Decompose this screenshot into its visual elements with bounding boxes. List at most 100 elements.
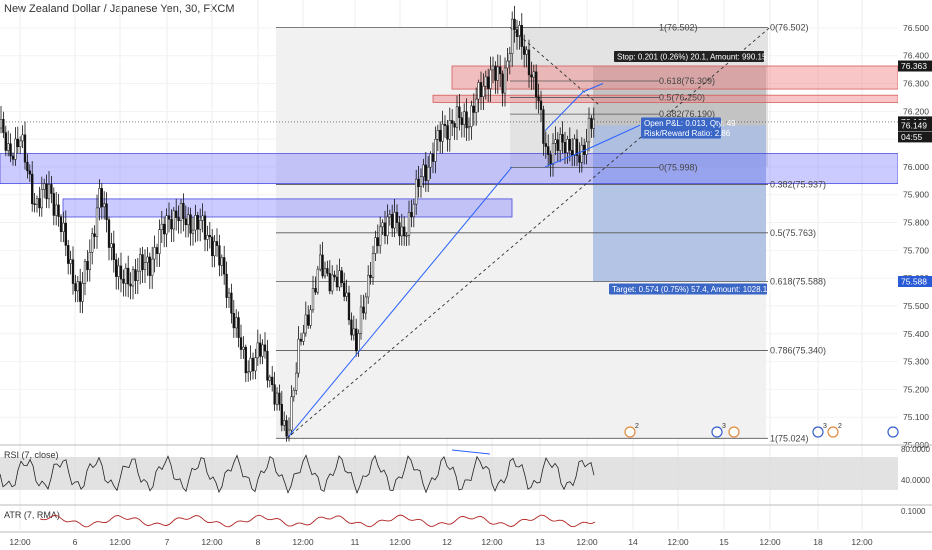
candle-up [554,139,557,144]
event-marker-count: 2 [838,423,842,430]
time-tick: 12:00 [576,537,598,547]
fib-label: 1(75.024) [770,433,809,443]
candle-up [40,189,43,209]
candle-down [499,66,502,75]
candle-down [278,392,281,405]
entry-label-2-bg [641,127,721,139]
candle-down [271,376,274,385]
trendline-dashed [286,27,771,439]
candle-up [525,49,528,55]
candle-down [100,188,103,208]
candle-down [479,82,483,98]
candle-down [232,313,235,329]
candle-down [575,138,579,156]
candle-down [184,218,187,226]
candle-up [359,306,363,334]
candle-down [11,155,15,160]
candle-down [513,18,516,30]
price-tick: 75.400 [903,329,929,339]
candle-up [374,237,377,254]
event-marker-count: 3 [823,423,827,430]
event-marker [887,426,899,438]
candle-down [561,134,564,143]
candle-down [343,282,346,297]
time-tick: 6 [73,537,78,547]
event-marker [812,426,824,438]
candle-up [580,144,583,163]
candle-down [38,198,41,209]
candle-up [69,259,72,264]
candle-up [249,357,252,372]
candle-down [362,306,365,314]
candle-up [357,333,360,352]
time-tick: 8 [256,537,261,547]
price-tick: 75.700 [903,245,929,255]
candle-down [453,123,456,128]
candle-down [460,117,463,125]
candle-up [117,265,120,277]
candle-up [338,270,341,288]
candle-up [213,241,216,257]
candle-up [172,210,175,230]
event-marker [624,426,636,438]
candle-down [170,219,173,230]
candle-up [292,390,295,398]
candle-down [530,74,533,78]
candle-down [122,278,125,284]
candle-down [443,123,447,126]
candle-up [98,188,101,209]
candle-down [307,314,310,326]
chart-title: New Zealand Dollar / Japanese Yen, 30, F… [4,3,235,15]
candle-up [405,235,408,237]
candle-down [251,357,255,372]
candle-down [57,204,60,217]
candle-up [247,371,250,374]
time-tick: 12:00 [201,537,223,547]
candle-up [256,342,259,359]
candle-down [446,125,449,140]
candle-up [412,203,415,218]
candle-down [71,259,75,284]
candle-down [52,193,55,216]
candle-up [146,256,149,263]
candle-down [148,256,151,276]
candle-down [299,338,303,342]
candle-up [566,139,569,153]
price-tick: 76.400 [903,51,929,61]
candle-up [283,420,286,426]
candle-down [458,106,461,119]
candle-up [467,126,471,129]
candle-down [225,273,228,298]
candle-down [431,153,435,162]
candle-up [316,268,319,293]
candle-up [559,134,562,151]
candle-down [350,319,353,336]
time-tick: 12:00 [481,537,503,547]
candle-up [81,283,84,302]
candle-down [107,219,111,248]
candle-up [0,119,3,129]
trendline-blue [286,166,513,439]
rsi-tick: 80.0000 [901,445,930,454]
candle-up [14,138,17,160]
price-tick: 75.500 [903,301,929,311]
candle-down [31,173,34,205]
candle-up [422,164,425,177]
rsi-tick: 40.0000 [901,476,930,485]
candle-up [463,111,466,125]
candle-up [518,25,521,37]
candle-up [7,143,10,151]
candle-up [304,314,307,334]
candle-up [371,253,375,278]
candle-down [487,76,490,89]
candle-up [242,346,245,350]
candle-down [539,100,543,110]
candle-down [439,130,442,142]
candle-down [326,268,329,274]
time-tick: 12:00 [759,537,781,547]
candle-up [489,69,492,89]
fib-label: 0(76.502) [770,22,809,32]
candle-down [259,342,262,357]
candle-down [134,269,137,281]
